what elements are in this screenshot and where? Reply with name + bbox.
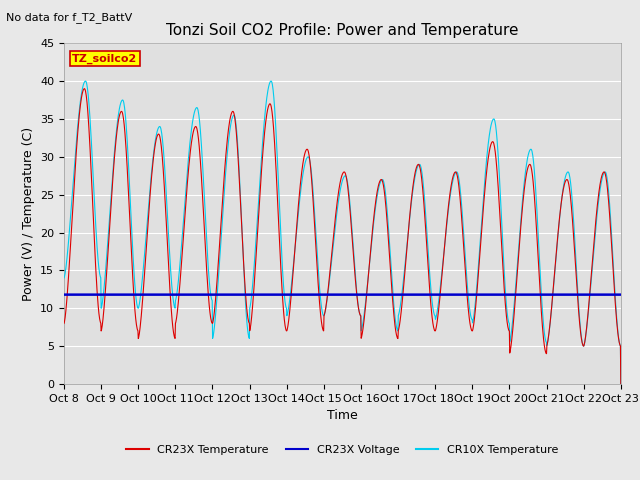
Title: Tonzi Soil CO2 Profile: Power and Temperature: Tonzi Soil CO2 Profile: Power and Temper… xyxy=(166,23,518,38)
Y-axis label: Power (V) / Temperature (C): Power (V) / Temperature (C) xyxy=(22,127,35,300)
Text: No data for f_T2_BattV: No data for f_T2_BattV xyxy=(6,12,132,23)
Legend: CR23X Temperature, CR23X Voltage, CR10X Temperature: CR23X Temperature, CR23X Voltage, CR10X … xyxy=(122,441,563,459)
Text: TZ_soilco2: TZ_soilco2 xyxy=(72,53,138,64)
X-axis label: Time: Time xyxy=(327,409,358,422)
